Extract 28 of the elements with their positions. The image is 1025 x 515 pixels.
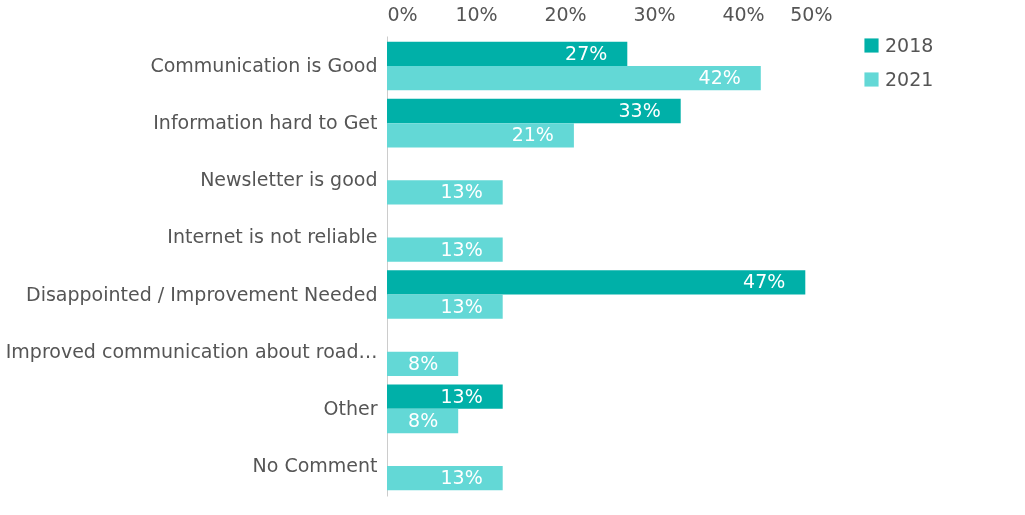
data-label: 47%	[743, 270, 786, 293]
x-tick-label: 30%	[633, 2, 676, 25]
data-label: 13%	[440, 180, 483, 203]
data-label: 8%	[408, 351, 439, 374]
legend-label: 2018	[885, 33, 934, 56]
x-tick-label: 0%	[387, 2, 418, 25]
data-label: 42%	[698, 66, 741, 89]
x-tick-label: 10%	[455, 2, 498, 25]
data-label: 13%	[440, 237, 483, 260]
data-label: 27%	[565, 41, 608, 64]
y-tick-label: Disappointed / Improvement Needed	[26, 282, 378, 305]
y-tick-label: Internet is not reliable	[167, 225, 378, 248]
data-label: 13%	[440, 384, 483, 407]
data-label: 33%	[618, 99, 661, 121]
x-tick-label: 20%	[544, 2, 587, 25]
y-tick-label: Information hard to Get	[153, 111, 378, 134]
y-tick-label: Newsletter is good	[200, 168, 378, 191]
x-tick-label: 40%	[722, 2, 765, 25]
y-tick-label: Communication is Good	[150, 54, 378, 76]
x-tick-label: 50%	[790, 2, 833, 25]
data-label: 13%	[440, 466, 483, 489]
y-tick-label: Improved communication about road…	[5, 339, 378, 362]
y-tick-label: No Comment	[252, 454, 378, 476]
data-label: 13%	[440, 294, 483, 317]
data-label: 8%	[408, 409, 439, 431]
legend-label: 2021	[885, 67, 934, 90]
data-label: 21%	[511, 123, 554, 146]
y-tick-label: Other	[323, 396, 378, 419]
